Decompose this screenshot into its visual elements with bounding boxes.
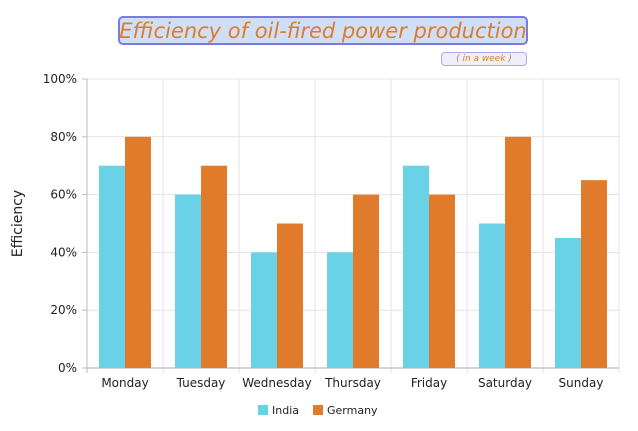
legend-label-india[interactable]: India	[272, 404, 299, 417]
bar-germany-wednesday[interactable]	[277, 223, 303, 369]
x-tick-label: Sunday	[559, 376, 604, 390]
legend-swatch-germany[interactable]	[313, 405, 323, 415]
x-tick-label: Saturday	[478, 376, 532, 390]
chart-title: Efficiency of oil-fired power production	[119, 18, 527, 43]
bar-india-monday[interactable]	[99, 165, 125, 368]
x-tick-label: Friday	[411, 376, 447, 390]
chart-subtitle-box: ( in a week )	[441, 52, 527, 66]
y-tick-label: 40%	[50, 245, 77, 259]
y-axis-label: Efficiency	[10, 190, 26, 257]
bar-germany-friday[interactable]	[429, 194, 455, 368]
legend-label-germany[interactable]: Germany	[327, 404, 378, 417]
bar-germany-sunday[interactable]	[581, 180, 607, 368]
y-tick-label: 100%	[43, 72, 77, 86]
bar-germany-thursday[interactable]	[353, 194, 379, 368]
x-tick-label: Thursday	[324, 376, 381, 390]
bar-india-saturday[interactable]	[479, 223, 505, 369]
bar-germany-saturday[interactable]	[505, 136, 531, 368]
bar-india-thursday[interactable]	[327, 252, 353, 368]
bar-india-wednesday[interactable]	[251, 252, 277, 368]
y-tick-label: 80%	[50, 130, 77, 144]
x-tick-label: Monday	[101, 376, 148, 390]
bar-india-friday[interactable]	[403, 165, 429, 368]
x-tick-label: Tuesday	[176, 376, 226, 390]
y-tick-label: 60%	[50, 188, 77, 202]
bar-india-sunday[interactable]	[555, 237, 581, 368]
bar-germany-monday[interactable]	[125, 136, 151, 368]
x-tick-label: Wednesday	[242, 376, 311, 390]
legend-swatch-india[interactable]	[258, 405, 268, 415]
y-tick-label: 0%	[58, 361, 77, 375]
bar-india-tuesday[interactable]	[175, 194, 201, 368]
y-tick-label: 20%	[50, 303, 77, 317]
chart-subtitle: ( in a week )	[456, 54, 512, 64]
bar-germany-tuesday[interactable]	[201, 165, 227, 368]
chart-title-box: Efficiency of oil-fired power production	[118, 16, 528, 45]
